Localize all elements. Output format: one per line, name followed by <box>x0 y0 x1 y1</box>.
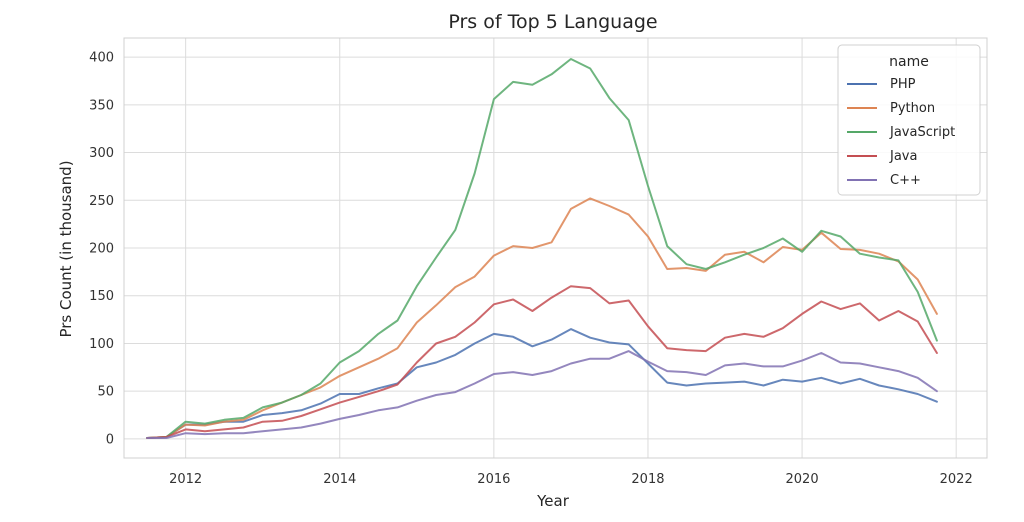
legend-box <box>837 44 981 196</box>
x-tick-label: 2020 <box>786 472 819 487</box>
legend-item-cpp: C++ <box>847 173 921 188</box>
y-tick-label: 100 <box>89 337 114 352</box>
series-line-php <box>146 328 938 439</box>
tick-labels: 2012 2014 2016 2018 2020 2022 0 50 100 150 200 250 3… <box>89 51 973 487</box>
legend-label: Java <box>889 149 917 164</box>
series-line-cpp <box>146 350 938 439</box>
legend-label: PHP <box>890 77 916 92</box>
y-tick-label: 200 <box>89 242 114 257</box>
y-tick-label: 250 <box>89 194 114 209</box>
legend-item-python: Python <box>847 101 935 116</box>
series-line-java <box>146 285 938 439</box>
legend-item-php: PHP <box>847 77 916 92</box>
y-axis-label: Prs Count (in thousand) <box>57 160 75 337</box>
x-axis-label: Year <box>536 492 570 510</box>
y-tick-label: 350 <box>89 98 114 113</box>
legend: name PHP Python JavaScript Java C++ <box>837 44 981 196</box>
legend-label: Python <box>890 101 935 116</box>
y-tick-label: 300 <box>89 146 114 161</box>
y-tick-label: 50 <box>97 385 114 400</box>
y-tick-label: 400 <box>89 51 114 66</box>
x-tick-label: 2012 <box>169 472 202 487</box>
series-line-javascript <box>146 58 938 439</box>
series-lines <box>146 58 938 439</box>
x-tick-label: 2014 <box>323 472 356 487</box>
legend-label: C++ <box>890 173 921 188</box>
x-tick-label: 2018 <box>631 472 664 487</box>
legend-title: name <box>889 54 929 70</box>
x-tick-label: 2016 <box>477 472 510 487</box>
x-tick-label: 2022 <box>940 472 973 487</box>
legend-item-java: Java <box>847 149 917 164</box>
y-tick-label: 0 <box>106 432 114 447</box>
plot-frame <box>123 37 988 459</box>
legend-label: JavaScript <box>889 125 955 140</box>
chart-title: Prs of Top 5 Language <box>448 11 657 33</box>
legend-item-javascript: JavaScript <box>847 125 955 140</box>
y-tick-label: 150 <box>89 289 114 304</box>
